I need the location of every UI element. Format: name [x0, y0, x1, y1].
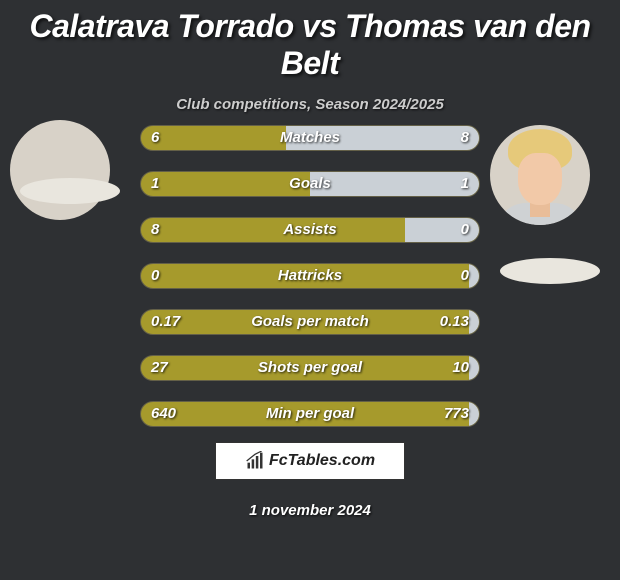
- player-right-face: [490, 125, 590, 225]
- stat-label: Goals: [141, 172, 479, 196]
- stat-right-value: 0: [461, 218, 469, 242]
- stat-row: 0Hattricks0: [140, 263, 480, 289]
- stat-right-value: 1: [461, 172, 469, 196]
- stat-row: 0.17Goals per match0.13: [140, 309, 480, 335]
- stat-label: Matches: [141, 126, 479, 150]
- stat-label: Goals per match: [141, 310, 479, 334]
- comparison-chart: 6Matches81Goals18Assists00Hattricks00.17…: [140, 125, 480, 447]
- stat-right-value: 10: [452, 356, 469, 380]
- player-left-avatar: [10, 120, 110, 220]
- stat-label: Hattricks: [141, 264, 479, 288]
- player-right-shadow: [500, 258, 600, 284]
- player-right-avatar: [490, 125, 590, 225]
- stat-row: 1Goals1: [140, 171, 480, 197]
- stat-row: 640Min per goal773: [140, 401, 480, 427]
- stat-right-value: 0.13: [440, 310, 469, 334]
- stat-row: 6Matches8: [140, 125, 480, 151]
- stat-label: Assists: [141, 218, 479, 242]
- stat-label: Shots per goal: [141, 356, 479, 380]
- chart-icon: [245, 451, 265, 471]
- brand-label: FcTables.com: [269, 452, 375, 470]
- stat-row: 8Assists0: [140, 217, 480, 243]
- page-title: Calatrava Torrado vs Thomas van den Belt: [0, 0, 620, 82]
- player-left-shadow: [20, 178, 120, 204]
- stat-label: Min per goal: [141, 402, 479, 426]
- page-subtitle: Club competitions, Season 2024/2025: [0, 96, 620, 113]
- stat-right-value: 8: [461, 126, 469, 150]
- brand-badge[interactable]: FcTables.com: [215, 442, 405, 480]
- stat-right-value: 0: [461, 264, 469, 288]
- date-label: 1 november 2024: [0, 502, 620, 519]
- stat-row: 27Shots per goal10: [140, 355, 480, 381]
- stat-right-value: 773: [444, 402, 469, 426]
